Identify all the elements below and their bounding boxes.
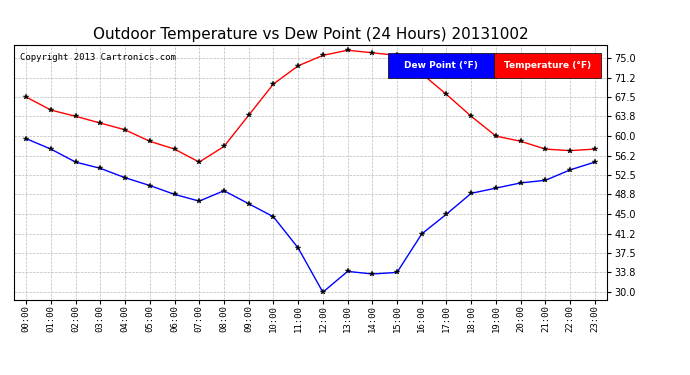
Title: Outdoor Temperature vs Dew Point (24 Hours) 20131002: Outdoor Temperature vs Dew Point (24 Hou… — [92, 27, 529, 42]
Text: Dew Point (°F): Dew Point (°F) — [404, 61, 478, 70]
FancyBboxPatch shape — [495, 53, 601, 78]
Text: Copyright 2013 Cartronics.com: Copyright 2013 Cartronics.com — [20, 53, 176, 62]
Text: Temperature (°F): Temperature (°F) — [504, 61, 591, 70]
FancyBboxPatch shape — [388, 53, 495, 78]
